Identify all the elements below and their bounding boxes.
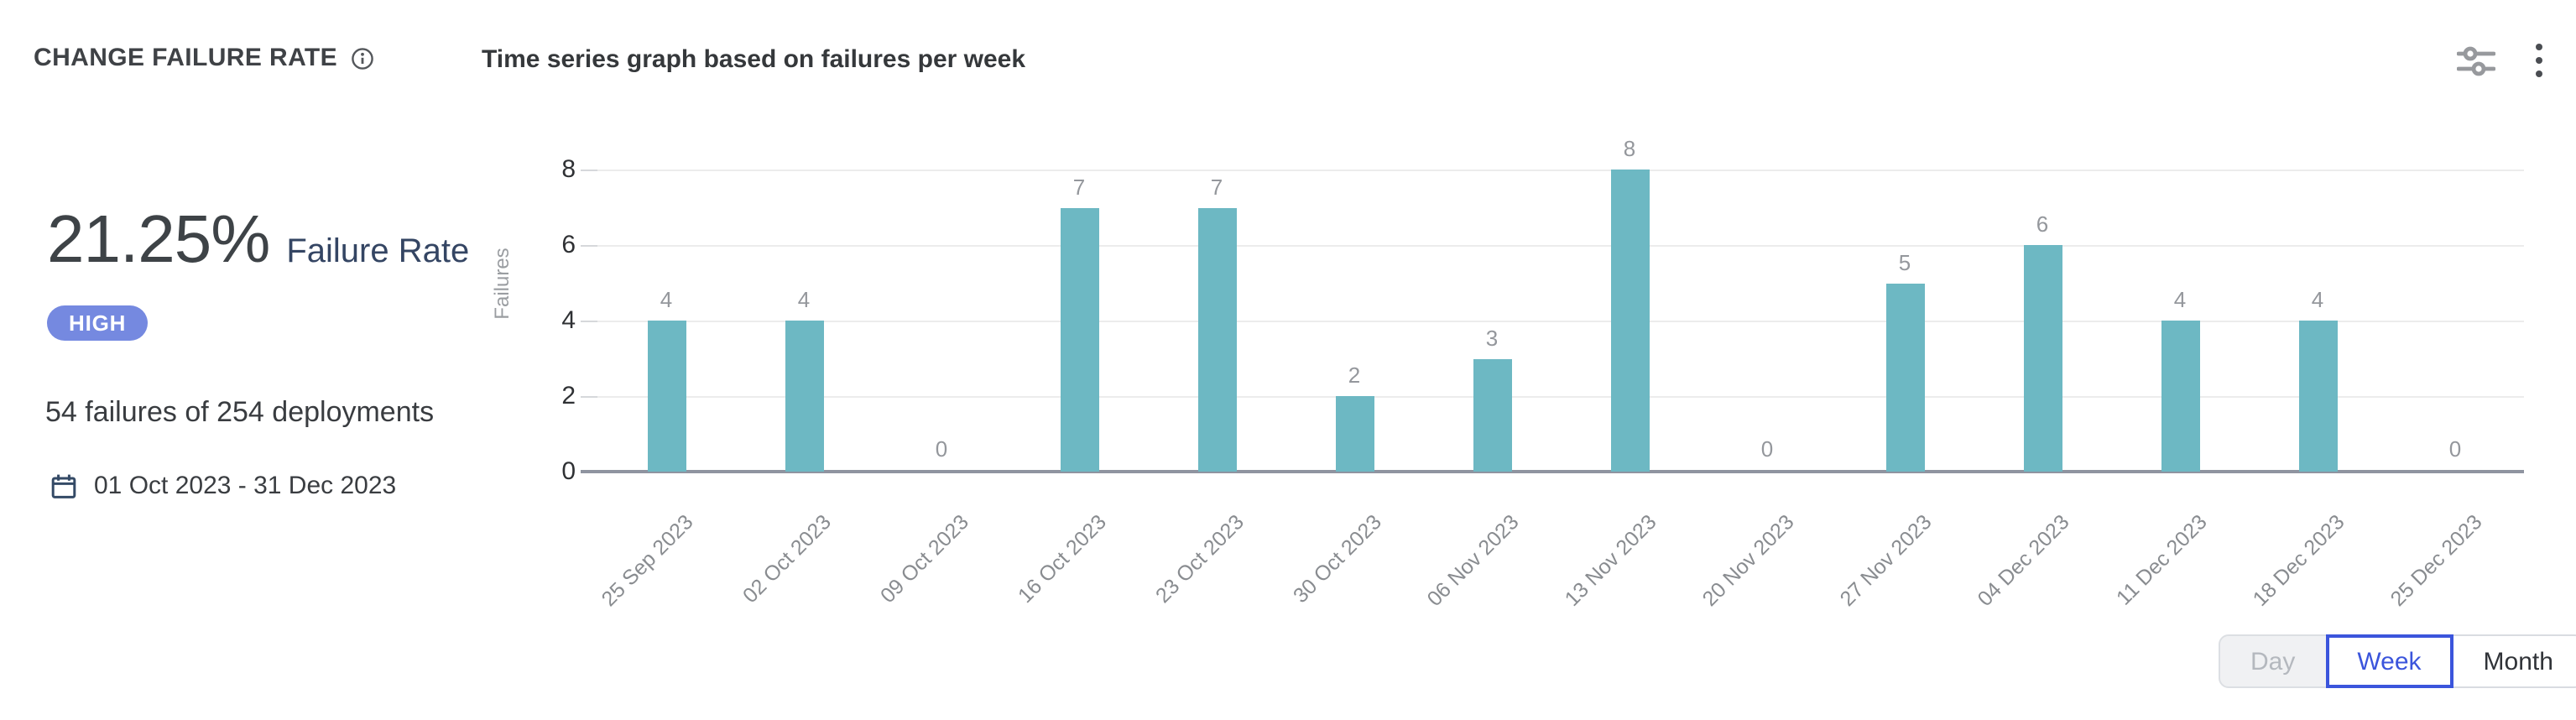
bar-value-label: 4: [2311, 287, 2324, 312]
x-axis-label: 25 Sep 2023: [597, 510, 698, 612]
widget-title-text: CHANGE FAILURE RATE: [34, 44, 338, 72]
x-axis-label: 11 Dec 2023: [2112, 510, 2212, 610]
bar-value-label: 3: [1485, 325, 1499, 350]
y-axis-tick: [581, 395, 597, 397]
y-axis-tick: [581, 244, 597, 246]
y-axis-title: Failures: [490, 248, 514, 320]
x-axis-label: 18 Dec 2023: [2248, 510, 2349, 612]
plot-area: Failures 0 2 4 6 8 4 25 Sep 2023 4 02 Oct 2023 0 0…: [490, 136, 2524, 611]
granularity-week-button[interactable]: Week: [2325, 634, 2453, 688]
chart-bar[interactable]: [1885, 283, 1924, 472]
bar-value-label: 4: [660, 287, 673, 312]
chart-bar[interactable]: [1197, 207, 1236, 472]
x-axis-label: 30 Oct 2023: [1288, 510, 1386, 608]
chart-bar[interactable]: [2298, 321, 2337, 472]
header-icons: [2457, 40, 2546, 81]
bar-value-label: 6: [2036, 211, 2049, 237]
y-axis-tick: [581, 320, 597, 321]
chart-bar[interactable]: [1473, 358, 1511, 472]
x-axis-label: 02 Oct 2023: [738, 510, 836, 608]
failure-rate-label: Failure Rate: [286, 233, 470, 270]
y-axis-tick: [581, 169, 597, 170]
chart-title: Time series graph based on failures per …: [482, 45, 1026, 74]
granularity-day-button[interactable]: Day: [2219, 634, 2328, 688]
failure-rate-value: 21.25%: [47, 203, 270, 277]
bar-value-label: 7: [1210, 174, 1223, 199]
x-axis-label: 16 Oct 2023: [1013, 510, 1111, 608]
x-axis-label: 13 Nov 2023: [1560, 510, 1661, 612]
chart-bar[interactable]: [2023, 245, 2062, 472]
chart-bar[interactable]: [647, 321, 686, 472]
settings-sliders-icon[interactable]: [2457, 44, 2495, 76]
granularity-toggle: Day Week Month: [2219, 634, 2576, 688]
y-axis-tick-label: 8: [561, 155, 576, 184]
chart-bar[interactable]: [1335, 396, 1374, 472]
chart-bar[interactable]: [1610, 170, 1649, 472]
bar-value-label: 0: [2448, 436, 2462, 462]
gridline: [597, 395, 2524, 397]
x-axis-label: 25 Dec 2023: [2386, 510, 2487, 612]
bar-value-label: 4: [797, 287, 811, 312]
y-axis-tick-label: 6: [561, 231, 576, 259]
chart-bar[interactable]: [2161, 321, 2199, 472]
bar-value-label: 5: [1898, 249, 1911, 274]
date-range-row: 01 Oct 2023 - 31 Dec 2023: [50, 472, 396, 500]
x-axis-label: 06 Nov 2023: [1422, 510, 1524, 612]
kebab-menu-icon[interactable]: [2532, 40, 2546, 81]
failures-deployments-text: 54 failures of 254 deployments: [45, 396, 435, 428]
x-axis-line: [581, 470, 2524, 473]
bar-value-label: 0: [935, 436, 948, 462]
gridline: [597, 169, 2524, 170]
y-axis-tick-label: 0: [561, 457, 576, 486]
y-axis-tick-label: 4: [561, 306, 576, 335]
chart-bar[interactable]: [1060, 207, 1098, 472]
calendar-icon: [50, 472, 77, 499]
bar-value-label: 0: [1760, 436, 1774, 462]
x-axis-label: 09 Oct 2023: [875, 510, 973, 608]
bar-value-label: 2: [1348, 363, 1361, 388]
granularity-month-button[interactable]: Month: [2451, 634, 2576, 688]
bar-value-label: 4: [2173, 287, 2187, 312]
gridline: [597, 320, 2524, 321]
severity-badge: HIGH: [47, 305, 149, 341]
failure-rate-summary: 21.25% Failure Rate: [47, 203, 469, 279]
bar-value-label: 8: [1623, 136, 1636, 161]
bar-value-label: 7: [1072, 174, 1086, 199]
x-axis-label: 23 Oct 2023: [1150, 510, 1249, 608]
x-axis-label: 04 Dec 2023: [1973, 510, 2074, 612]
chart-bar[interactable]: [785, 321, 823, 472]
x-axis-label: 27 Nov 2023: [1835, 510, 1937, 612]
info-icon[interactable]: [351, 46, 374, 70]
widget-title: CHANGE FAILURE RATE: [34, 44, 374, 72]
x-axis-label: 20 Nov 2023: [1697, 510, 1799, 612]
y-axis-tick-label: 2: [561, 382, 576, 410]
date-range-text: 01 Oct 2023 - 31 Dec 2023: [94, 472, 397, 500]
gridline: [597, 244, 2524, 246]
